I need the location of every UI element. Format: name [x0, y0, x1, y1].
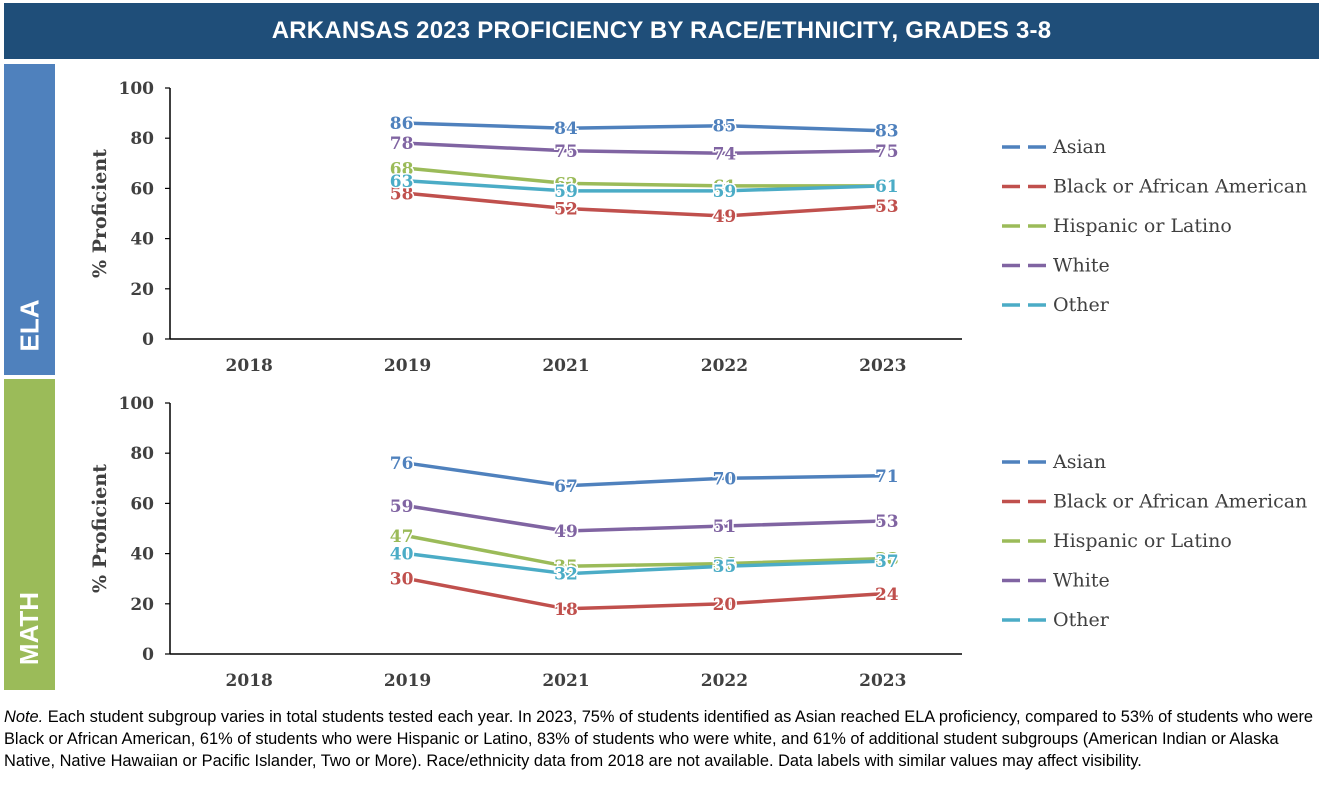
- math-y-tick-label: 40: [130, 545, 154, 565]
- ela-data-label-hispanic-or-latino: 61: [713, 177, 737, 197]
- math-data-label-other: 37: [875, 552, 899, 572]
- ela-series-line-other: [407, 179, 883, 193]
- ela-y-tick-label: 20: [130, 280, 154, 300]
- math-series-line-other: [407, 551, 883, 576]
- chart-title: ARKANSAS 2023 PROFICIENCY BY RACE/ETHNIC…: [4, 3, 1319, 59]
- math-legend-label-black-or-african-american: Black or African American: [1053, 491, 1307, 513]
- ela-x-tick-label: 2022: [701, 356, 748, 376]
- math-legend-label-other: Other: [1053, 609, 1110, 631]
- math-data-label-other: 32: [554, 565, 578, 585]
- math-y-axis-title: % Proficient: [89, 464, 111, 593]
- ela-y-tick-label: 0: [142, 330, 154, 350]
- math-data-label-asian: 70: [713, 469, 737, 489]
- note-text: Each student subgroup varies in total st…: [4, 708, 1314, 770]
- math-data-label-black-or-african-american: 20: [713, 595, 737, 615]
- ela-data-label-asian: 83: [875, 122, 899, 142]
- math-data-label-hispanic-or-latino: 38: [875, 550, 899, 570]
- ela-data-label-black-or-african-american: 53: [875, 197, 899, 217]
- ela-series-line-white: [407, 141, 883, 156]
- ela-legend-label-white: White: [1053, 255, 1110, 277]
- ela-x-tick-label: 2021: [542, 356, 589, 376]
- math-data-label-black-or-african-american: 24: [875, 585, 899, 605]
- ela-data-label-white: 78: [390, 134, 414, 154]
- ela-data-label-hispanic-or-latino: 62: [554, 174, 578, 194]
- math-data-label-other: 40: [390, 545, 414, 565]
- ela-data-label-asian: 86: [390, 114, 414, 134]
- math-data-label-white: 51: [713, 517, 737, 537]
- ela-y-tick-label: 100: [119, 79, 155, 99]
- ela-x-tick-label: 2023: [859, 356, 906, 376]
- math-x-tick-label: 2019: [384, 671, 431, 691]
- ela-data-label-white: 75: [554, 142, 578, 162]
- math-x-tick-label: 2022: [701, 671, 748, 691]
- ela-data-label-other: 59: [713, 182, 737, 202]
- ela-panel-label: ELA: [14, 299, 44, 352]
- ela-data-label-other: 59: [554, 182, 578, 202]
- ela-y-tick-label: 40: [130, 230, 154, 250]
- math-legend-label-hispanic-or-latino: Hispanic or Latino: [1053, 530, 1232, 552]
- math-data-label-hispanic-or-latino: 35: [554, 557, 578, 577]
- math-data-label-hispanic-or-latino: 47: [390, 527, 414, 547]
- ela-legend-label-hispanic-or-latino: Hispanic or Latino: [1053, 215, 1232, 237]
- math-x-tick-label: 2021: [542, 671, 589, 691]
- ela-panel-band: ELA: [4, 64, 55, 375]
- ela-x-tick-label: 2019: [384, 356, 431, 376]
- ela-data-label-hispanic-or-latino: 61: [875, 177, 899, 197]
- math-legend-label-asian: Asian: [1052, 451, 1106, 473]
- math-x-tick-label: 2023: [859, 671, 906, 691]
- math-data-label-white: 53: [875, 512, 899, 532]
- math-series-line-hispanic-or-latino: [407, 534, 883, 568]
- ela-series-line-asian: [407, 121, 883, 133]
- ela-data-label-hispanic-or-latino: 68: [390, 159, 414, 179]
- note-lead: Note.: [4, 708, 44, 726]
- ela-series-line-black-or-african-american: [407, 191, 883, 218]
- ela-y-axis-title: % Proficient: [89, 149, 111, 278]
- ela-data-label-black-or-african-american: 58: [390, 184, 414, 204]
- ela-y-tick-label: 60: [130, 179, 154, 199]
- math-data-label-white: 59: [390, 497, 414, 517]
- math-y-tick-label: 20: [130, 595, 154, 615]
- math-y-tick-label: 0: [142, 645, 154, 665]
- math-y-tick-label: 80: [130, 444, 154, 464]
- math-data-label-black-or-african-american: 30: [390, 570, 414, 590]
- ela-data-label-other: 63: [390, 172, 414, 192]
- ela-series-line-hispanic-or-latino: [407, 166, 883, 188]
- math-data-label-black-or-african-american: 18: [554, 600, 578, 620]
- ela-data-label-asian: 85: [713, 117, 737, 137]
- ela-data-label-black-or-african-american: 52: [554, 199, 578, 219]
- math-series-line-black-or-african-american: [407, 576, 883, 611]
- ela-data-label-white: 74: [713, 144, 737, 164]
- math-panel-label: MATH: [14, 591, 45, 666]
- ela-data-label-black-or-african-american: 49: [713, 207, 737, 227]
- ela-data-label-other: 61: [875, 177, 899, 197]
- math-data-label-asian: 71: [875, 467, 899, 487]
- math-y-tick-label: 60: [130, 494, 154, 514]
- math-data-label-other: 35: [713, 557, 737, 577]
- ela-data-label-white: 75: [875, 142, 899, 162]
- ela-line-chart: 0 20 40 60 80 100 2018 2019 2021 2022 2023 % Profic…: [89, 79, 1307, 376]
- math-legend-label-white: White: [1053, 570, 1110, 592]
- math-series-line-asian: [407, 461, 883, 488]
- ela-y-tick-label: 80: [130, 129, 154, 149]
- ela-legend-label-black-or-african-american: Black or African American: [1053, 176, 1307, 198]
- chart-note: Note. Each student subgroup varies in to…: [4, 706, 1319, 772]
- ela-data-label-asian: 84: [554, 119, 578, 139]
- math-series-line-white: [407, 504, 883, 533]
- ela-legend-label-asian: Asian: [1052, 136, 1106, 158]
- math-data-label-asian: 76: [390, 454, 414, 474]
- math-x-tick-label: 2018: [226, 671, 273, 691]
- math-data-label-white: 49: [554, 522, 578, 542]
- math-y-tick-label: 100: [119, 394, 155, 414]
- ela-legend-label-other: Other: [1053, 294, 1110, 316]
- math-data-label-asian: 67: [554, 477, 578, 497]
- math-panel-band: MATH: [4, 379, 55, 690]
- ela-x-tick-label: 2018: [226, 356, 273, 376]
- math-data-label-hispanic-or-latino: 36: [713, 555, 737, 575]
